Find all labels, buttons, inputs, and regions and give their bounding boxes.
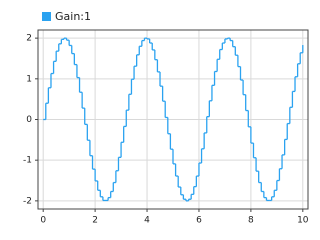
legend-swatch xyxy=(42,12,51,21)
x-tick-label: 6 xyxy=(196,216,202,226)
x-tick-label: 2 xyxy=(92,216,98,226)
x-tick-label: 10 xyxy=(297,216,309,226)
legend-label: Gain:1 xyxy=(55,10,91,23)
y-tick-label: 1 xyxy=(26,74,32,84)
y-tick-label: -2 xyxy=(23,196,32,206)
chart: 0 2 4 6 8 10 -2 -1 0 1 2 Gain:1 xyxy=(23,10,309,226)
y-tick-label: 0 xyxy=(26,115,32,125)
x-tick-label: 8 xyxy=(248,216,254,226)
y-tick-label: -1 xyxy=(23,156,32,166)
y-tick-label: 2 xyxy=(26,34,32,44)
plot-frame xyxy=(37,29,309,210)
x-tick-label: 0 xyxy=(40,216,46,226)
x-tick-label: 4 xyxy=(144,216,150,226)
